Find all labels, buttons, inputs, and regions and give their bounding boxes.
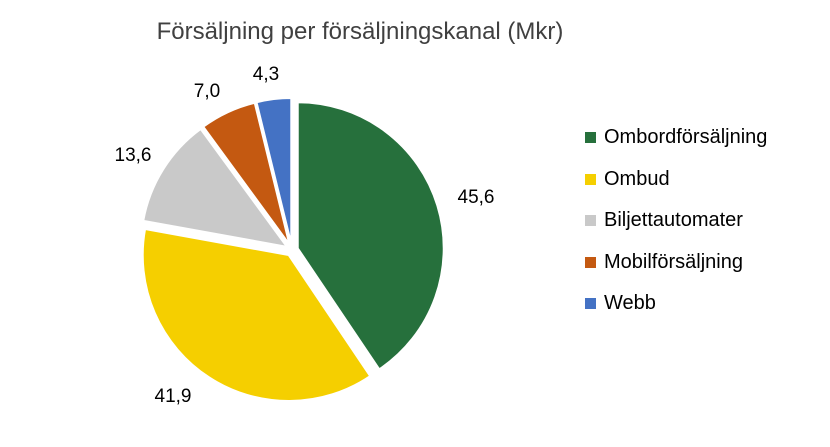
legend-label: Biljettautomater [604,209,743,232]
data-label-4: 4,3 [253,64,279,85]
legend-label: Webb [604,292,656,315]
legend-item-3: Mobilförsäljning [585,242,767,284]
pie-slices [141,97,445,402]
legend-item-1: Ombud [585,159,767,201]
legend-label: Mobilförsäljning [604,250,743,273]
legend: Ombordförsäljning Ombud Biljettautomater Mo… [585,117,767,325]
legend-item-2: Biljettautomater [585,200,767,242]
pie-slice-4 [255,97,293,245]
chart-title: Försäljning per försäljningskanal (Mkr) [156,18,564,45]
pie-slice-3 [201,101,291,246]
data-label-3: 7,0 [194,81,220,102]
legend-swatch [585,132,596,144]
legend-label: Ombordförsäljning [604,126,768,149]
legend-label: Ombud [604,167,670,190]
pie-slice-2 [142,127,290,249]
pie-slice-0 [296,101,445,371]
legend-swatch [585,215,596,227]
legend-item-0: Ombordförsäljning [585,117,767,159]
data-label-1: 41,9 [155,386,192,407]
data-label-2: 13,6 [115,145,152,166]
legend-swatch [585,298,596,310]
data-label-0: 45,6 [458,187,495,208]
legend-item-4: Webb [585,283,767,325]
pie-data-labels: 45,6 41,9 13,6 7,0 4,3 [115,64,495,407]
pie-slice-1 [141,227,372,402]
legend-swatch [585,173,596,185]
legend-swatch [585,256,596,268]
